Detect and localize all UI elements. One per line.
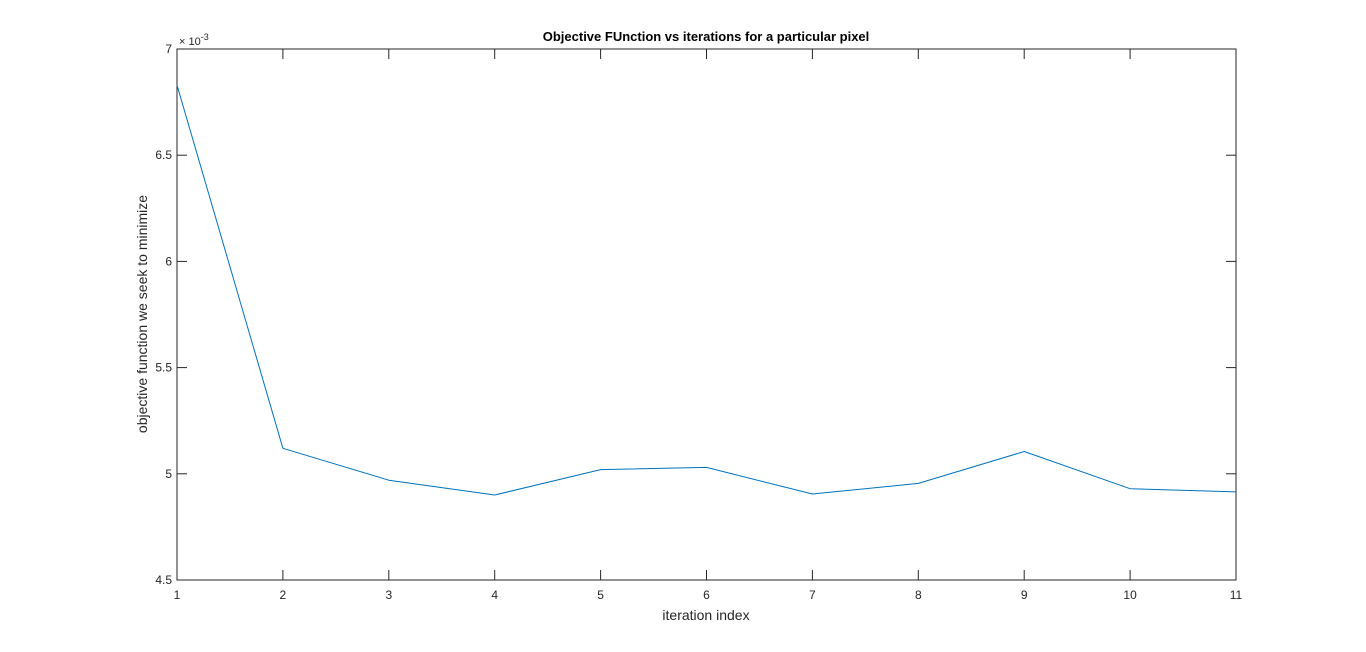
series-line-0 — [176, 84, 1237, 496]
y-tick-label: 6.5 — [155, 148, 172, 162]
x-tick-label: 9 — [1021, 588, 1028, 602]
series-layer — [176, 84, 1237, 496]
x-tick-label: 10 — [1123, 588, 1137, 602]
y-axis: 4.5 5 5.5 6 6.5 7 — [155, 42, 1236, 587]
y-tick-label: 5 — [165, 467, 172, 481]
x-tick-label: 8 — [915, 588, 922, 602]
y-axis-label: objective function we seek to minimize — [134, 195, 150, 433]
y-tick-label: 7 — [165, 42, 172, 56]
x-tick-label: 5 — [597, 588, 604, 602]
x-tick-label: 6 — [703, 588, 710, 602]
x-tick-label: 7 — [809, 588, 816, 602]
x-axis-label: iteration index — [662, 607, 749, 623]
chart-title: Objective FUnction vs iterations for a p… — [543, 29, 870, 44]
x-tick-label: 11 — [1230, 588, 1243, 602]
x-tick-label: 1 — [174, 588, 181, 602]
axes-box — [176, 48, 1237, 581]
x-tick-label: 3 — [385, 588, 392, 602]
y-tick-label: 5.5 — [155, 361, 172, 375]
x-tick-label: 2 — [280, 588, 287, 602]
y-tick-label: 4.5 — [155, 573, 172, 587]
y-tick-label: 6 — [165, 254, 172, 268]
x-axis: 1 2 3 4 5 6 7 8 9 10 11 — [174, 49, 1243, 602]
x-tick-label: 4 — [491, 588, 498, 602]
y-axis-exponent: × 10-3 — [179, 32, 209, 48]
